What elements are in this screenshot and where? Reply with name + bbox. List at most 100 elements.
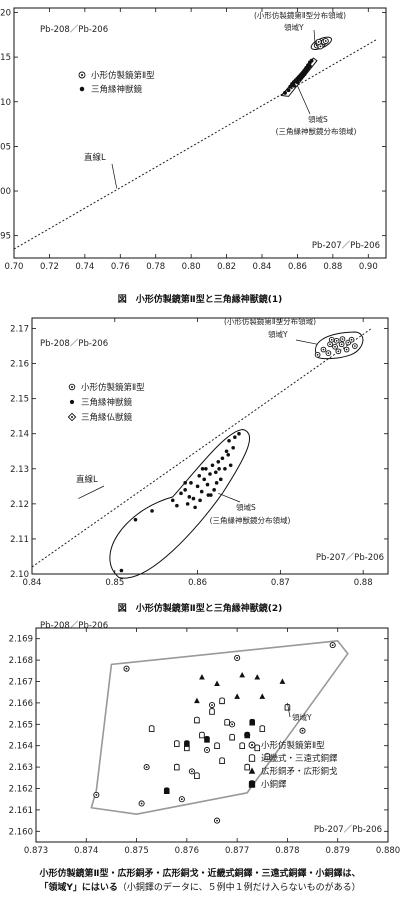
x-tick-label: 0.84 bbox=[23, 578, 42, 588]
legend-label: 三角縁仏獣鏡 bbox=[81, 412, 133, 423]
data-point bbox=[184, 740, 190, 747]
data-point bbox=[214, 481, 219, 485]
region-S-leader bbox=[297, 85, 311, 115]
data-point bbox=[204, 735, 210, 743]
series-filled-bell bbox=[163, 718, 256, 794]
region-Y-note: (小形仿製鏡第Ⅱ型分布領域) bbox=[224, 316, 316, 326]
x-tick-label: 0.878 bbox=[275, 846, 299, 856]
caption-3b-bold: 「領域Y」にはいる bbox=[39, 883, 118, 893]
line-L bbox=[31, 328, 372, 568]
region-Y-label: 領域Y bbox=[284, 22, 304, 32]
data-point bbox=[197, 474, 202, 478]
data-point bbox=[191, 496, 196, 501]
y-tick-label: 2.16 bbox=[10, 360, 29, 370]
data-point bbox=[254, 744, 261, 752]
data-point bbox=[333, 337, 340, 344]
data-point bbox=[259, 693, 266, 699]
data-point bbox=[332, 343, 338, 350]
x-tick-label: 0.72 bbox=[40, 262, 59, 272]
axes: 0.70 0.72 0.74 0.76 0.78 0.80 0.82 0.84 0.86 0.88… bbox=[0, 7, 387, 272]
x-tick-label: 0.84 bbox=[253, 262, 272, 272]
x-tick-label: 0.874 bbox=[74, 846, 98, 856]
y-tick-label: 2.163 bbox=[9, 763, 33, 773]
data-point bbox=[217, 466, 221, 471]
data-point bbox=[178, 796, 185, 803]
series-dot bbox=[283, 58, 314, 95]
region-S-note: (三角縁神獣鏡分布領域) bbox=[276, 126, 357, 136]
series-dot bbox=[119, 431, 241, 573]
data-point bbox=[304, 69, 309, 74]
caption-1: 図 小形仿製鏡第Ⅱ型と三角縁神獣鏡(1) bbox=[117, 295, 283, 305]
data-point bbox=[229, 721, 236, 728]
legend-symbol bbox=[69, 399, 75, 405]
data-point bbox=[224, 718, 230, 726]
plot-frame bbox=[35, 627, 389, 843]
x-tick-label: 0.78 bbox=[146, 262, 165, 272]
data-point bbox=[209, 493, 213, 497]
data-point bbox=[194, 716, 200, 724]
caption-3a: 小形仿製鏡第Ⅱ型・広形銅矛・広形銅戈・近畿式銅鐸・三遠式銅鐸・小銅鐸は、 bbox=[39, 869, 361, 879]
data-point bbox=[227, 438, 231, 443]
y-tick-label: 2.20 bbox=[0, 8, 11, 18]
data-point bbox=[233, 435, 237, 440]
y-axis-label: Pb-208／Pb-206 bbox=[40, 621, 108, 631]
data-point bbox=[174, 740, 180, 747]
data-point bbox=[175, 503, 179, 508]
data-point bbox=[199, 674, 205, 680]
line-L-label: 直線L bbox=[84, 152, 106, 163]
data-point bbox=[322, 37, 329, 45]
data-point bbox=[188, 768, 195, 775]
region-Y-leader bbox=[295, 339, 318, 345]
data-point bbox=[300, 73, 305, 78]
x-tick-label: 0.70 bbox=[5, 262, 24, 272]
y-tick-label: 2.160 bbox=[9, 827, 33, 837]
data-point bbox=[307, 64, 312, 68]
line-L-leader bbox=[111, 163, 118, 189]
region-S bbox=[109, 429, 251, 579]
x-tick-label: 0.876 bbox=[175, 846, 199, 856]
data-point bbox=[343, 346, 350, 353]
data-point bbox=[163, 787, 170, 794]
data-point bbox=[143, 764, 150, 771]
plot-frame bbox=[13, 7, 387, 259]
x-axis-label: Pb-207／Pb-206 bbox=[314, 825, 382, 835]
legend-label: 広形銅矛・広形銅戈 bbox=[261, 766, 338, 777]
x-tick-label: 0.88 bbox=[354, 578, 373, 588]
data-point bbox=[119, 568, 124, 573]
line-L bbox=[13, 38, 378, 250]
x-axis-label: Pb-207／Pb-206 bbox=[312, 241, 380, 251]
y-tick-label: 2.17 bbox=[10, 325, 29, 335]
data-point bbox=[244, 731, 250, 739]
x-tick-label: 0.879 bbox=[326, 846, 350, 856]
line-L-leader bbox=[78, 485, 105, 499]
y-tick-label: 2.162 bbox=[9, 785, 33, 795]
series-circle-dot bbox=[314, 336, 358, 358]
caption-2: 図 小形仿製鏡第Ⅱ型と三角縁神獣鏡(2) bbox=[117, 604, 283, 614]
axes: 0.84 0.85 0.86 0.87 0.88 2.10 2.11 2.12 2.13 2.14… bbox=[10, 317, 389, 588]
region-Y bbox=[90, 640, 349, 815]
y-tick-label: 2.164 bbox=[9, 742, 33, 752]
caption-3b-rest: （小銅鐸のデータに、５例中１例だけ入らないものがある） bbox=[117, 883, 361, 893]
data-point bbox=[185, 502, 190, 506]
data-point bbox=[231, 445, 235, 450]
axes: 0.873 0.874 0.875 0.876 0.877 0.878 0.879 0.880… bbox=[9, 627, 400, 856]
data-point bbox=[206, 493, 211, 497]
data-point bbox=[314, 351, 321, 358]
x-tick-label: 0.877 bbox=[225, 846, 249, 856]
series-circle-dot bbox=[313, 37, 329, 50]
line-L-label: 直線L bbox=[76, 474, 98, 485]
region-Y-leader bbox=[287, 702, 291, 718]
chart-2: 0.84 0.85 0.86 0.87 0.88 2.10 2.11 2.12 2.13 2.14… bbox=[10, 316, 389, 588]
x-tick-label: 0.87 bbox=[271, 578, 290, 588]
x-tick-label: 0.873 bbox=[24, 846, 48, 856]
region-Y-note: (小形仿製鏡第Ⅱ型分布領域) bbox=[254, 10, 346, 20]
data-point bbox=[209, 708, 215, 715]
data-point bbox=[93, 791, 100, 798]
x-tick-label: 0.86 bbox=[288, 262, 307, 272]
y-tick-label: 2.14 bbox=[10, 430, 29, 440]
series-open-bell bbox=[148, 697, 291, 779]
data-point bbox=[327, 341, 333, 348]
data-point bbox=[352, 343, 358, 349]
y-tick-label: 1.95 bbox=[0, 232, 11, 242]
